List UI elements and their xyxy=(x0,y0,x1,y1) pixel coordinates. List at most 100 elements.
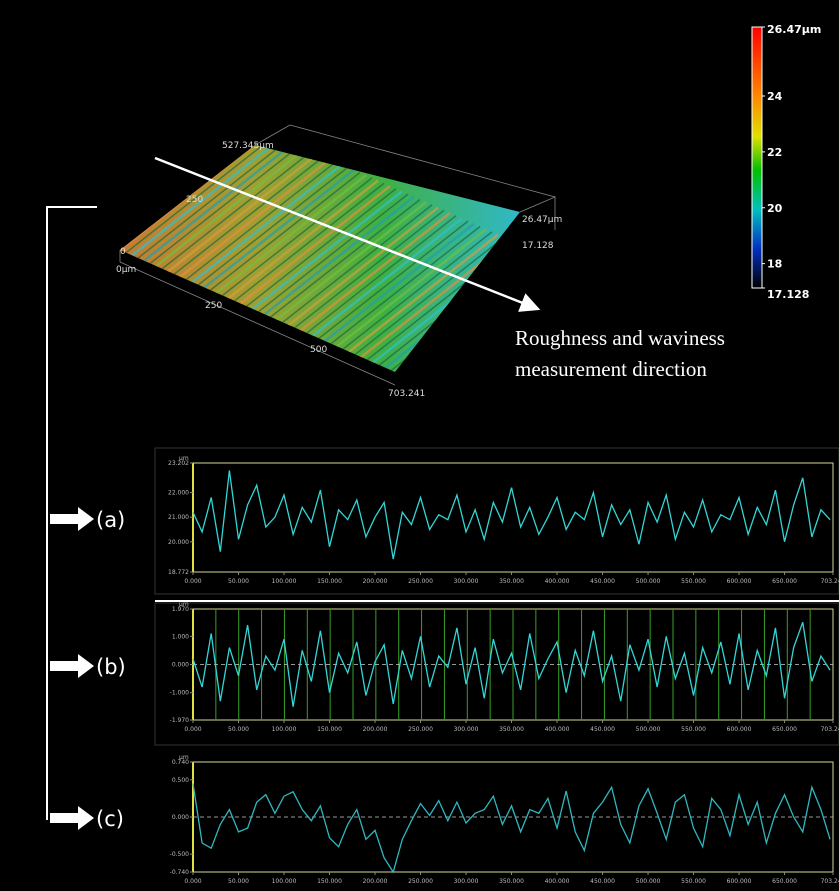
x-tick-label: 450.000 xyxy=(590,578,615,585)
stripe xyxy=(137,145,289,259)
y-tick-label: -1.000 xyxy=(170,690,190,697)
x-tick-label: 50.000 xyxy=(228,726,249,733)
stripe xyxy=(335,228,487,349)
x-tick-label: 600.000 xyxy=(727,726,752,733)
box-edge xyxy=(119,261,396,386)
stripe xyxy=(251,190,403,311)
direction-arrow xyxy=(154,156,541,312)
colorbar-label: 17.128 xyxy=(767,288,809,301)
profile-line xyxy=(192,470,831,560)
plot-frame xyxy=(192,761,834,873)
surface-label: 17.128 xyxy=(522,241,554,251)
stripe xyxy=(299,212,451,332)
x-tick-label: 650.000 xyxy=(772,878,797,885)
surface-3d xyxy=(119,124,557,386)
x-tick-label: 650.000 xyxy=(772,726,797,733)
x-tick-label: 600.000 xyxy=(727,878,752,885)
x-tick-label: 300.000 xyxy=(454,726,479,733)
stripe xyxy=(329,225,481,346)
stripe xyxy=(203,168,355,289)
annotation: Roughness and waviness xyxy=(515,326,725,350)
stripe xyxy=(161,150,313,270)
stripe xyxy=(227,179,379,300)
y-tick-label: 21.000 xyxy=(168,514,189,521)
stripe xyxy=(323,222,475,343)
surface-texture xyxy=(120,145,520,372)
panel-label: (b) xyxy=(96,655,126,679)
stripe xyxy=(245,188,397,308)
colorbar-label: 18 xyxy=(767,258,782,271)
y-tick-label: 0.500 xyxy=(172,777,189,784)
surface-label: 527.345µm xyxy=(222,141,274,151)
x-tick-label: 300.000 xyxy=(454,578,479,585)
x-tick-label: 50.000 xyxy=(228,878,249,885)
stripe xyxy=(353,236,505,356)
panel-label: (c) xyxy=(96,807,124,831)
y-tick-label: 0.740 xyxy=(172,759,189,766)
stripe xyxy=(209,171,361,292)
y-tick-label: 1.000 xyxy=(172,633,189,640)
stripe xyxy=(263,195,415,316)
surface-label: 26.47µm xyxy=(522,215,562,225)
x-tick-label: 450.000 xyxy=(590,726,615,733)
x-tick-label: 350.000 xyxy=(499,726,524,733)
x-tick-label: 400.000 xyxy=(545,726,570,733)
x-tick-label: 450.000 xyxy=(590,878,615,885)
x-tick-label: 0.000 xyxy=(184,578,201,585)
x-tick-label: 150.000 xyxy=(317,726,342,733)
stripe xyxy=(347,233,499,354)
panel-frame xyxy=(154,602,839,746)
y-axis-label: µm xyxy=(179,754,189,761)
surface-label: 0µm xyxy=(116,265,136,275)
x-tick-label: 703.241 xyxy=(821,878,839,885)
x-tick-label: 400.000 xyxy=(545,578,570,585)
x-tick-label: 600.000 xyxy=(727,578,752,585)
profile-line xyxy=(192,783,831,874)
x-tick-label: 150.000 xyxy=(317,578,342,585)
x-tick-label: 550.000 xyxy=(681,578,706,585)
colorbar-ticks: 26.47µm 24 22 20 18 17.128 xyxy=(762,23,821,301)
x-tick-label: 500.000 xyxy=(636,726,661,733)
x-tick-label: 350.000 xyxy=(499,878,524,885)
stripe xyxy=(239,185,391,305)
y-tick-label: -0.500 xyxy=(170,851,190,858)
y-axis-label: µm xyxy=(179,601,189,608)
x-tick-label: 250.000 xyxy=(408,578,433,585)
stripe xyxy=(311,217,463,338)
x-tick-label: 0.000 xyxy=(184,726,201,733)
stripe xyxy=(257,193,409,313)
stripe xyxy=(221,177,373,297)
y-tick-label: 18.772 xyxy=(168,569,189,576)
box-edge xyxy=(254,124,557,213)
x-tick-label: 150.000 xyxy=(317,878,342,885)
y-tick-label: -0.740 xyxy=(170,869,190,876)
profile-line xyxy=(192,622,831,707)
x-tick-label: 200.000 xyxy=(363,878,388,885)
surface-label: 500 xyxy=(310,345,327,355)
arrow xyxy=(50,654,94,678)
stripe xyxy=(149,145,301,265)
surface-label: 250 xyxy=(186,195,203,205)
x-tick-label: 650.000 xyxy=(772,578,797,585)
arrow xyxy=(50,806,94,830)
y-tick-label: 20.000 xyxy=(168,539,189,546)
stripe xyxy=(191,163,343,284)
stripe xyxy=(275,201,427,322)
stripe xyxy=(341,231,493,351)
x-tick-label: 100.000 xyxy=(272,878,297,885)
stripe xyxy=(215,174,367,295)
x-tick-label: 250.000 xyxy=(408,878,433,885)
y-tick-label: -1.970 xyxy=(170,717,190,724)
stripe xyxy=(131,145,283,257)
stripe xyxy=(305,215,457,335)
stripe xyxy=(185,161,337,281)
stripe xyxy=(293,209,445,329)
stripe xyxy=(167,152,319,273)
stripe xyxy=(125,145,277,254)
stripe xyxy=(287,206,439,327)
stripe xyxy=(281,204,433,324)
x-tick-label: 300.000 xyxy=(454,878,479,885)
x-tick-label: 550.000 xyxy=(681,726,706,733)
stripe xyxy=(317,220,469,340)
